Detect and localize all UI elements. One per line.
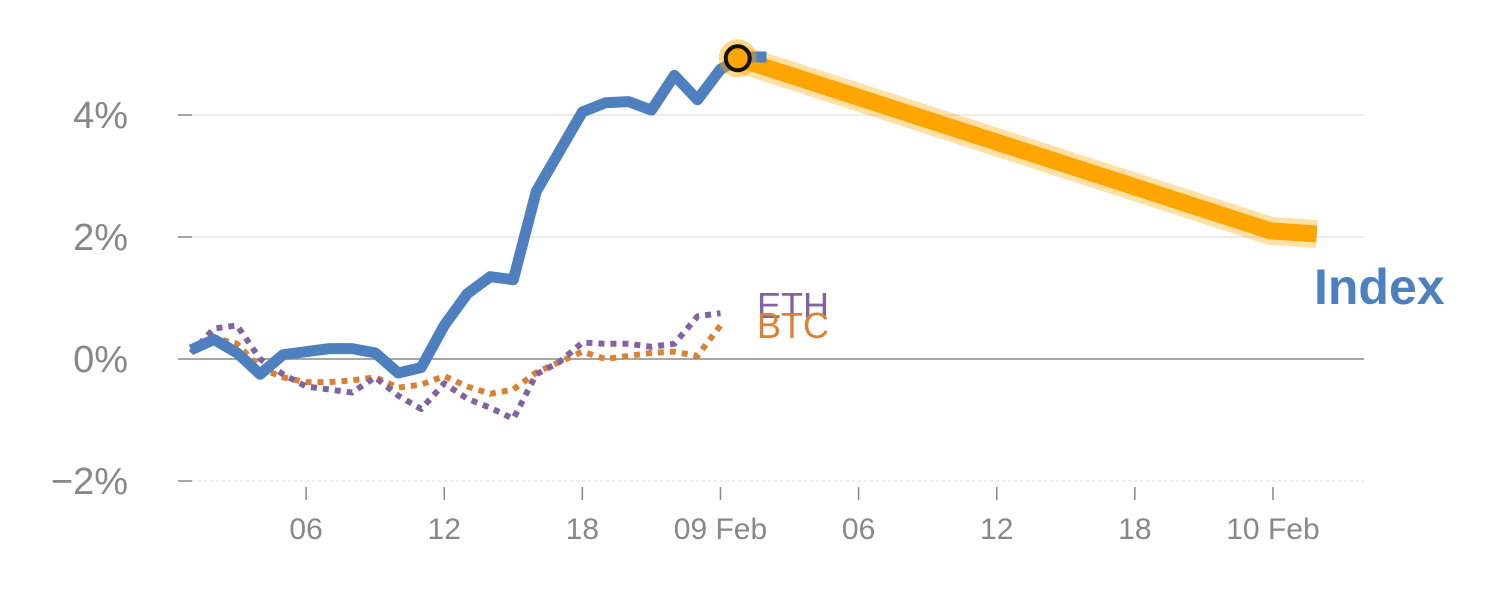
y-tick-label: −2% xyxy=(51,461,128,503)
x-axis: 06 12 18 09 Feb 06 12 18 10 Feb xyxy=(289,487,1320,546)
x-tick-label: 10 Feb xyxy=(1226,513,1319,546)
x-tick-label: 18 xyxy=(566,513,599,546)
marker-layer xyxy=(718,39,757,78)
x-tick-label: 06 xyxy=(842,513,875,546)
series-labels: ETH BTC Index xyxy=(757,259,1445,346)
x-tick-label: 12 xyxy=(428,513,461,546)
series-layer xyxy=(188,51,767,422)
series-label-btc: BTC xyxy=(757,305,829,346)
x-tick-label: 09 Feb xyxy=(674,513,767,546)
series-line-eth xyxy=(188,310,721,422)
series-label-index: Index xyxy=(1314,259,1445,315)
y-tick-label: 2% xyxy=(73,217,128,259)
y-tick-label: 0% xyxy=(73,339,128,381)
forecast-line xyxy=(735,50,1318,243)
series-line-index xyxy=(188,51,767,380)
x-tick-label: 12 xyxy=(980,513,1013,546)
series-label-eth: ETH xyxy=(757,285,829,326)
y-axis: −2% 0% 2% 4% xyxy=(51,95,192,503)
x-tick-label: 06 xyxy=(289,513,322,546)
y-tick-label: 4% xyxy=(73,95,128,137)
current-point-marker xyxy=(723,44,752,73)
x-tick-label: 18 xyxy=(1118,513,1151,546)
forecast-layer xyxy=(733,44,1318,248)
